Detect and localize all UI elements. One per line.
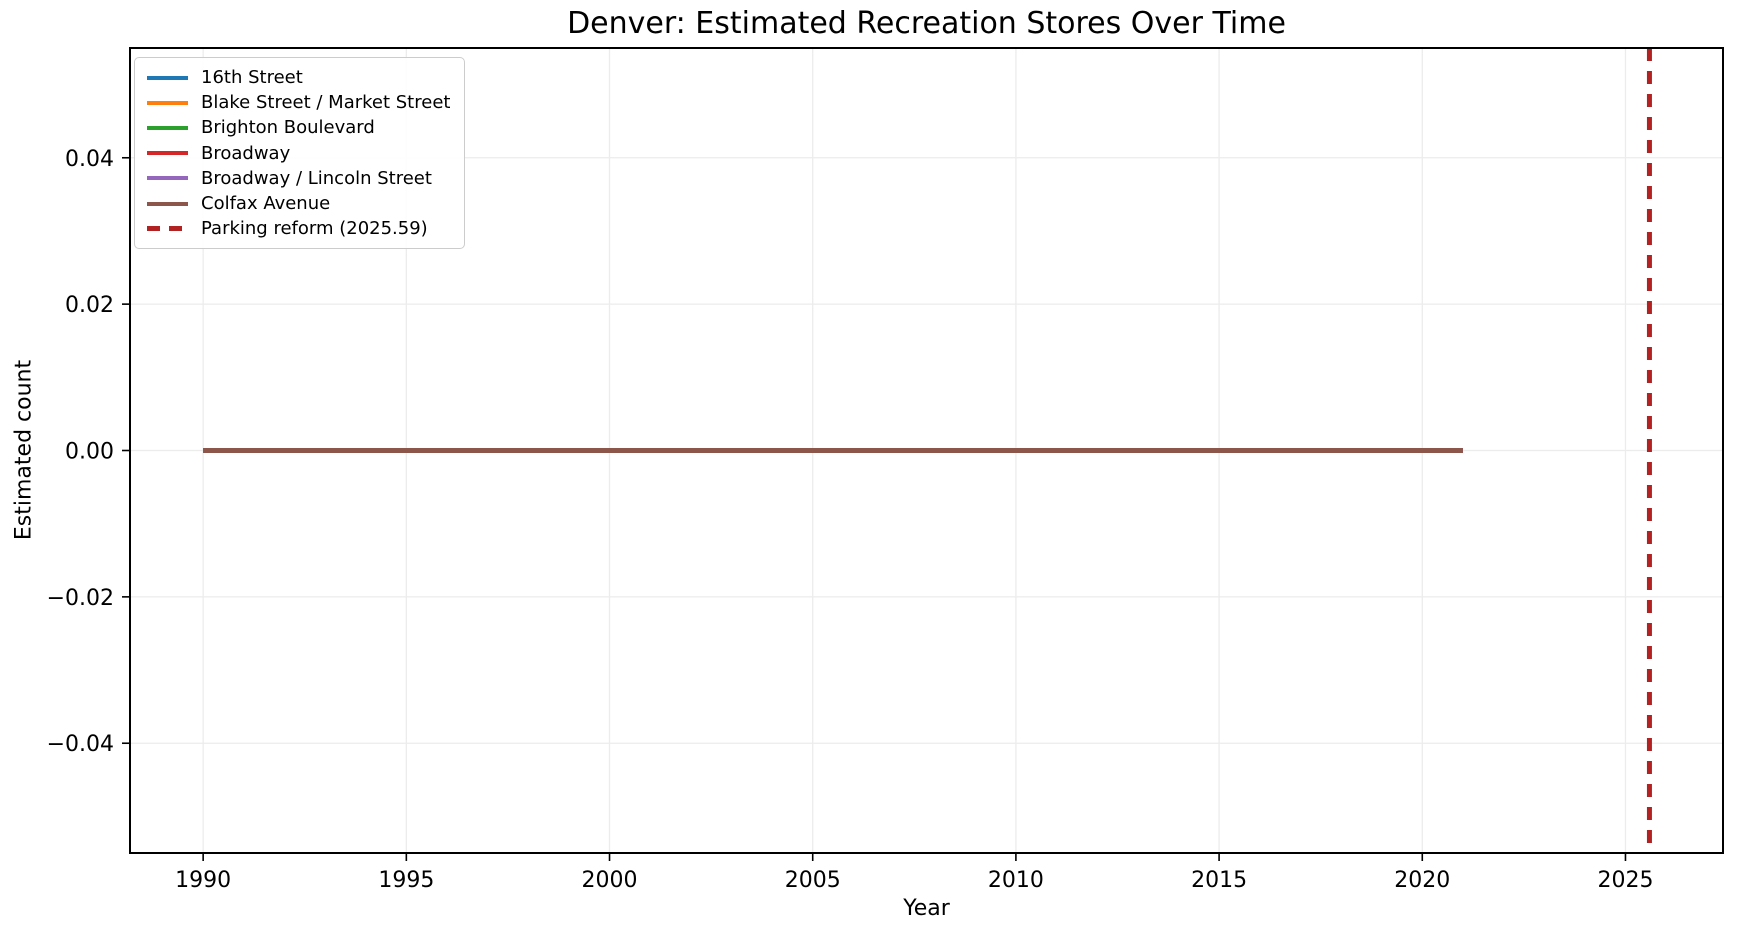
legend-item-brighton-boulevard: Brighton Boulevard (147, 115, 450, 140)
legend-item-broadway-lincoln-street: Broadway / Lincoln Street (147, 166, 450, 191)
legend-swatch-colfax-avenue (147, 201, 188, 206)
legend-swatch-broadway-lincoln-street (147, 176, 188, 181)
x-tick-label: 2025 (1597, 868, 1653, 893)
legend-label: Blake Street / Market Street (201, 92, 451, 114)
legend-swatch-brighton-boulevard (147, 125, 188, 130)
x-tick-label: 1995 (378, 868, 434, 893)
legend-item-broadway: Broadway (147, 141, 450, 166)
y-tick-label: 0.04 (65, 147, 114, 172)
y-tick-label: 0.00 (65, 440, 114, 465)
legend-item-16th-street: 16th Street (147, 65, 450, 90)
legend-label: Parking reform (2025.59) (201, 218, 428, 240)
x-tick-label: 2005 (785, 868, 841, 893)
x-tick-label: 2000 (582, 868, 638, 893)
legend-label: Brighton Boulevard (201, 117, 375, 139)
y-tick-label: −0.02 (47, 586, 114, 611)
legend: 16th Street Blake Street / Market Street B… (134, 57, 466, 250)
legend-item-blake-street-market-street: Blake Street / Market Street (147, 90, 450, 115)
legend-item-colfax-avenue: Colfax Avenue (147, 191, 450, 216)
y-tick-label: −0.04 (47, 732, 114, 757)
legend-swatch-16th-street (147, 75, 188, 80)
legend-label: 16th Street (201, 67, 303, 89)
y-axis-label: Estimated count (11, 359, 37, 541)
x-tick-label: 2010 (988, 868, 1044, 893)
x-tick-label: 2020 (1394, 868, 1450, 893)
legend-label: Broadway / Lincoln Street (201, 167, 432, 189)
legend-label: Broadway (201, 142, 291, 164)
chart-title: Denver: Estimated Recreation Stores Over… (567, 6, 1286, 41)
legend-label: Colfax Avenue (201, 193, 331, 215)
y-tick-label: 0.02 (65, 293, 114, 318)
legend-item-parking-reform-2025-59: Parking reform (2025.59) (147, 216, 450, 241)
x-axis-label: Year (903, 896, 950, 921)
legend-swatch-broadway (147, 151, 188, 156)
legend-swatch-parking-reform-2025-59 (147, 226, 188, 232)
legend-swatch-blake-street-market-street (147, 100, 188, 105)
x-tick-label: 1990 (175, 868, 231, 893)
x-tick-label: 2015 (1191, 868, 1247, 893)
